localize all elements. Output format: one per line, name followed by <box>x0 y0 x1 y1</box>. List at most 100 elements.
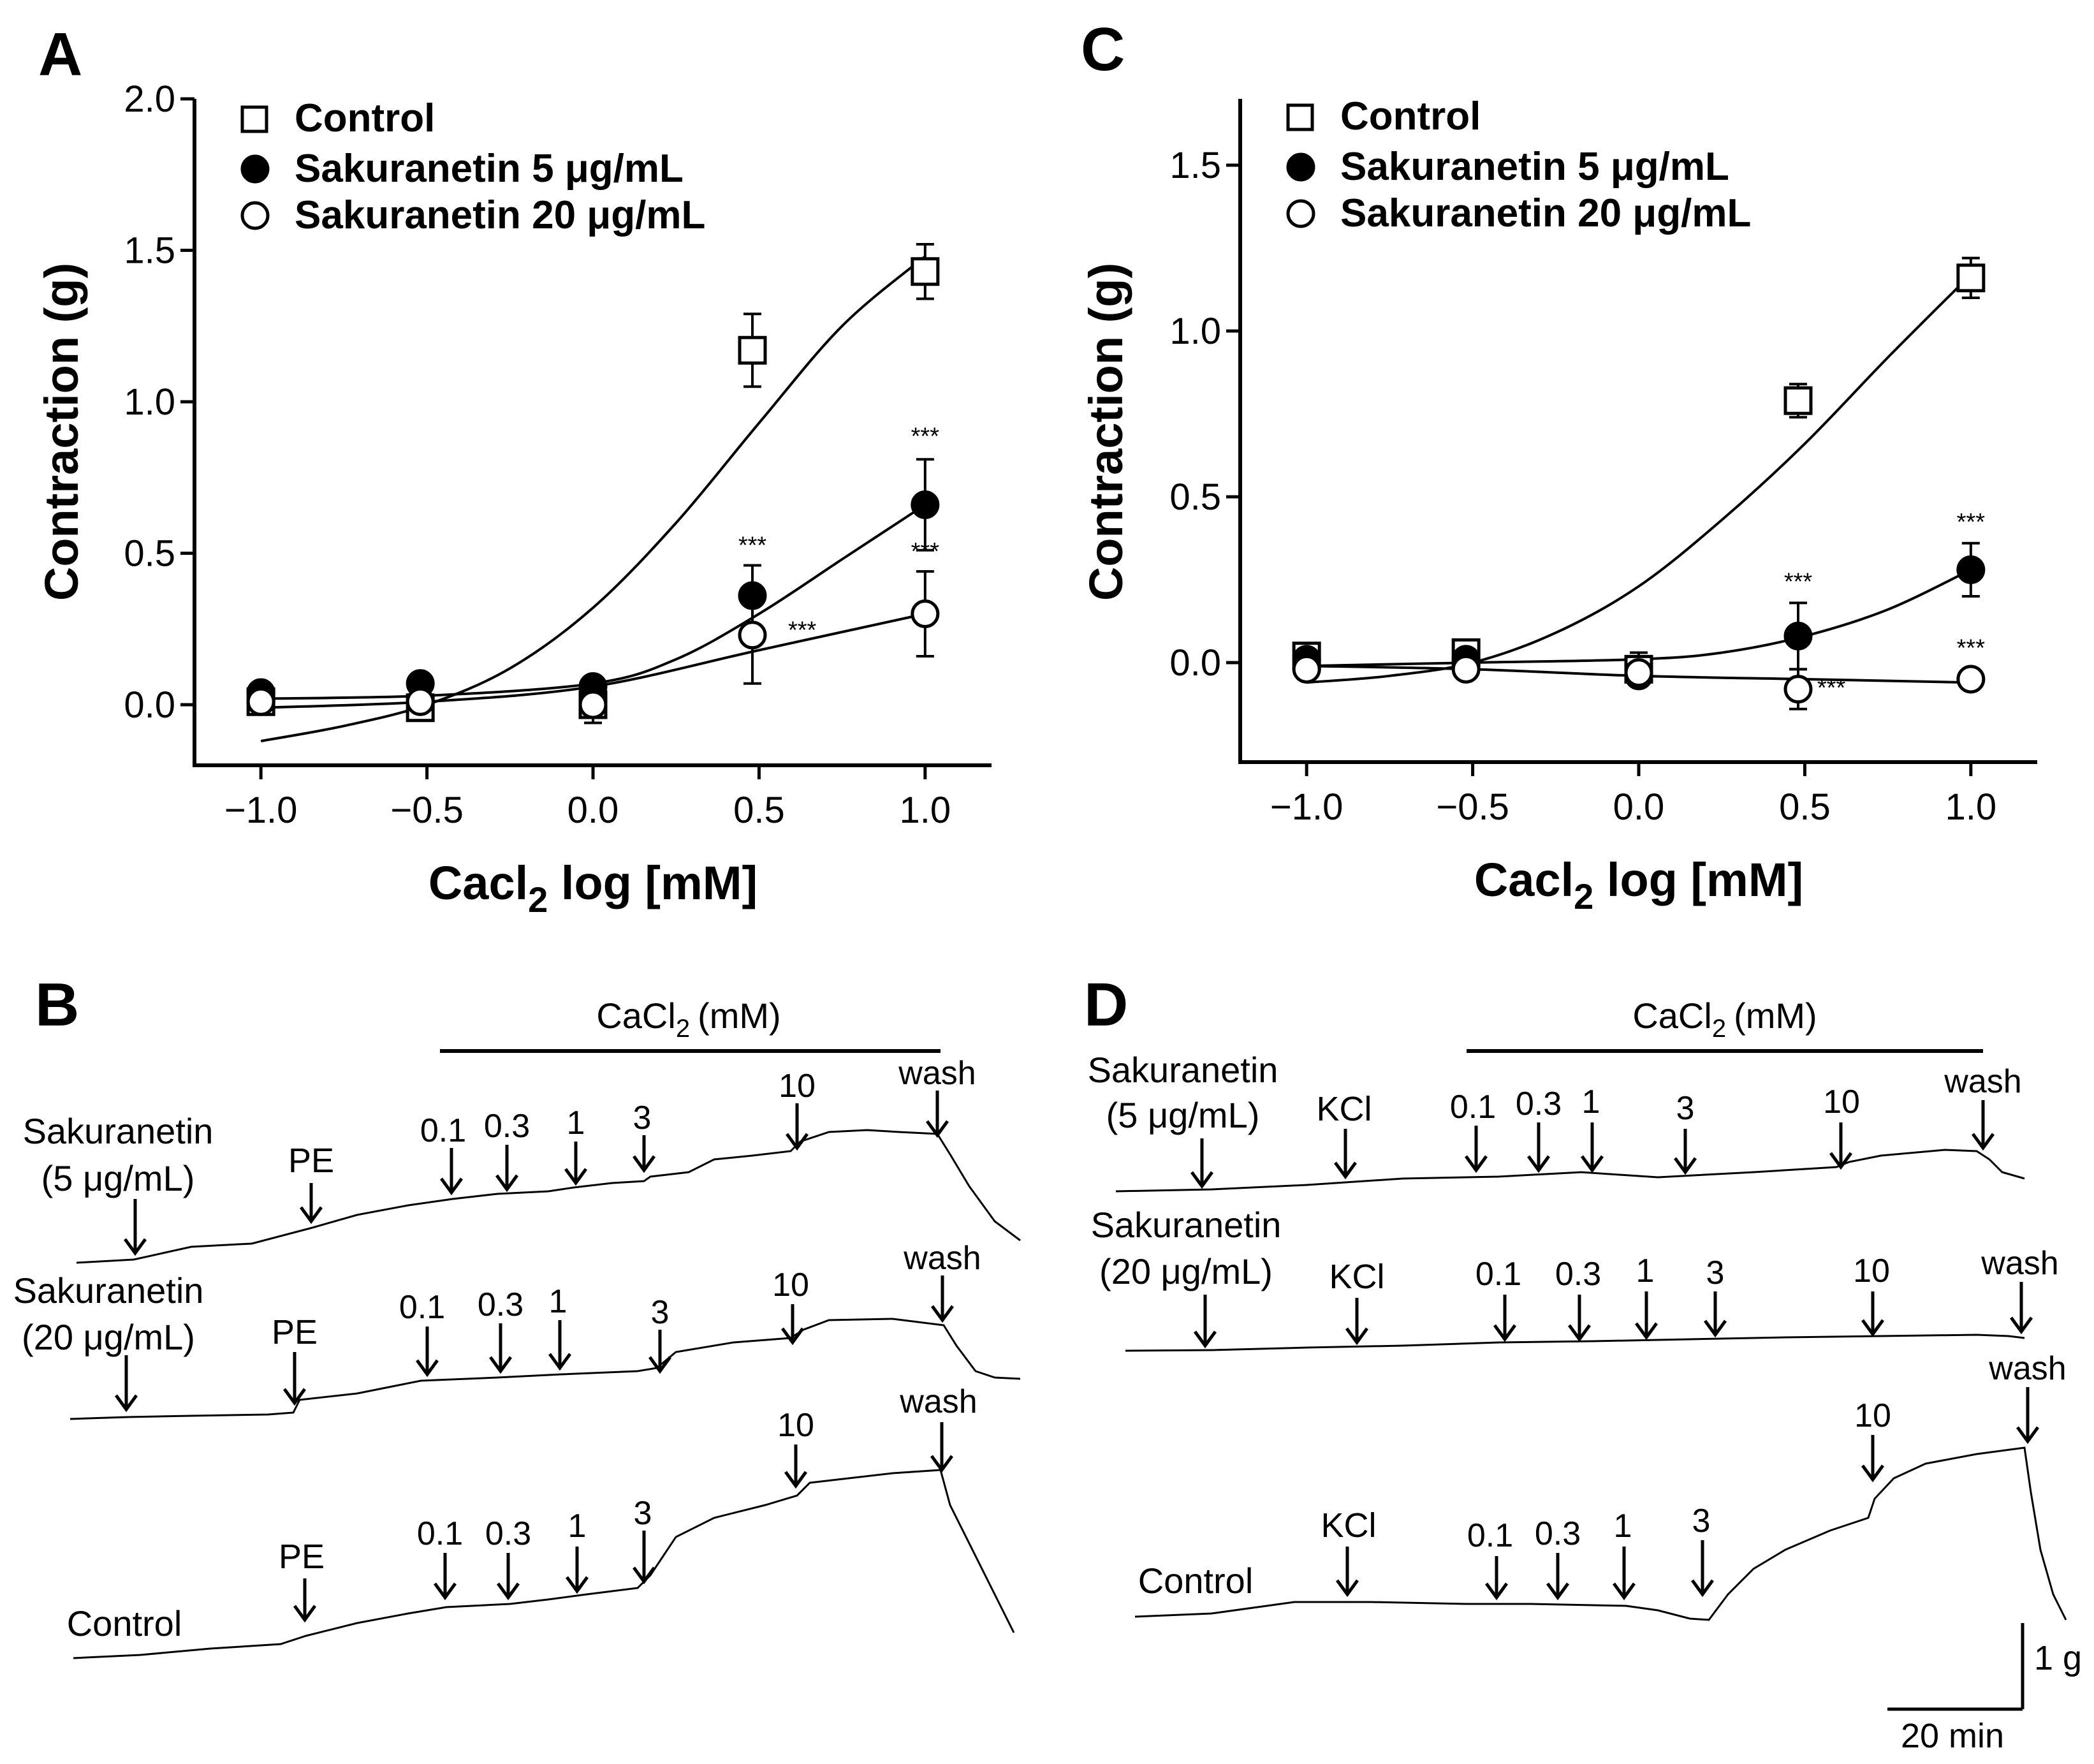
y-tick-label: 0.5 <box>1169 476 1221 518</box>
legend-marker-sak20 <box>240 201 270 230</box>
arrow-head <box>784 1471 808 1489</box>
panel-a: A 0.0 0.5 1.0 1.5 2.0 −1.0 −0.5 0.0 0.5 1.0 Cont… <box>35 20 992 920</box>
y-axis-label-c: Contraction (g) <box>1080 263 1132 601</box>
wash-label-b2: wash <box>903 1240 981 1277</box>
significance-mark: *** <box>1817 675 1846 702</box>
arrow-head <box>1829 1152 1853 1170</box>
wash-label-d2: wash <box>1981 1245 2058 1282</box>
wash-label-d1: wash <box>1944 1063 2021 1100</box>
significance-mark: *** <box>1784 569 1813 596</box>
scale-label-y: 1 g <box>2034 1639 2082 1677</box>
y-ticks-c: 0.0 0.5 1.0 1.5 <box>1169 145 1240 684</box>
dose-label-b2: 1 <box>549 1283 567 1320</box>
point-control <box>1956 263 1986 293</box>
dose-label-b3: 10 <box>777 1407 814 1444</box>
legend-marker-control <box>240 105 268 133</box>
arrow-head <box>925 1120 949 1138</box>
cacl2-label-b: CaCl2 (mM) <box>596 996 780 1043</box>
arrow-head <box>1527 1155 1551 1173</box>
point-sak20 <box>911 599 940 628</box>
significance-mark: *** <box>788 617 817 644</box>
x-axis-label-a: Cacl2 log [mM] <box>428 856 758 920</box>
point-sak20 <box>1956 665 1986 694</box>
panel-label-a: A <box>38 20 82 89</box>
trace-d2-name: Sakuranetin <box>1091 1205 1282 1245</box>
panel-b-traces: B CaCl2 (mM) Sakuranetin (5 μg/mL) PE 0.1… <box>13 971 1021 1659</box>
point-sak20 <box>1292 654 1321 684</box>
legend-label-sak5: Sakuranetin 5 μg/mL <box>295 147 684 191</box>
arrow-head <box>123 1238 147 1256</box>
trace-d1-conc: (5 μg/mL) <box>1106 1095 1260 1135</box>
trace-b1-conc: (5 μg/mL) <box>41 1158 195 1198</box>
arrow-head <box>488 1356 513 1374</box>
arrow-head <box>930 1455 954 1473</box>
point-sak5 <box>1956 555 1986 584</box>
trace-b2-conc: (20 μg/mL) <box>22 1317 195 1357</box>
x-tick-label: 0.0 <box>567 790 619 831</box>
dose-label-d1: 10 <box>1823 1084 1860 1121</box>
arrow-head <box>1333 1161 1358 1180</box>
legend-marker-sak5 <box>1286 152 1315 182</box>
wash-label-b1: wash <box>898 1055 976 1092</box>
arrow-head <box>1612 1582 1636 1601</box>
arrow-head <box>648 1356 672 1374</box>
dose-label-d3: 0.3 <box>1535 1515 1581 1552</box>
arrow-head <box>1673 1157 1697 1175</box>
x-tick-label: 0.5 <box>733 790 785 831</box>
arrows-d <box>1190 1100 2040 1601</box>
arrow-head <box>1703 1319 1727 1338</box>
arrow-head <box>282 1388 307 1406</box>
trace-line-b1 <box>76 1129 1021 1264</box>
x-tick-label: −1.0 <box>1270 786 1344 828</box>
x-tick-label: 0.0 <box>1613 786 1665 828</box>
point-sak20 <box>406 687 435 716</box>
dose-label-b3: 0.3 <box>485 1515 531 1552</box>
panel-label-b: B <box>35 971 79 1039</box>
dose-label-d2: 0.3 <box>1555 1256 1601 1293</box>
arrow-head <box>496 1582 520 1601</box>
point-control <box>1783 386 1813 415</box>
arrow-head <box>1335 1579 1359 1598</box>
legend-label-sak20: Sakuranetin 20 μg/mL <box>1340 191 1751 235</box>
arrow-head <box>1861 1464 1885 1483</box>
trace-line-d2 <box>1125 1334 2025 1352</box>
wash-label-d3: wash <box>1988 1350 2066 1387</box>
legend-c: Control Sakuranetin 5 μg/mL Sakuranetin … <box>1286 94 1751 235</box>
arrow-head <box>1861 1319 1885 1337</box>
arrow-head <box>299 1206 323 1224</box>
dose-label-b1: 3 <box>633 1099 652 1136</box>
fit-curve-series-0 <box>1307 274 1972 684</box>
arrow-head <box>564 1168 588 1186</box>
arrow-head <box>565 1576 589 1594</box>
arrow-head <box>548 1353 572 1371</box>
point-sak20 <box>738 621 767 650</box>
arrow-head <box>495 1174 519 1193</box>
trace-line-d3 <box>1134 1446 2067 1621</box>
scale-label-x: 20 min <box>1901 1717 2004 1755</box>
dose-label-b3: 0.1 <box>417 1515 463 1552</box>
dose-label-d2: 1 <box>1636 1253 1655 1290</box>
fit-curve-series-0 <box>260 255 926 742</box>
dose-label-d1: 0.1 <box>1450 1089 1496 1126</box>
dose-label-d1: 1 <box>1582 1084 1600 1121</box>
y-tick-label: 1.5 <box>1169 145 1221 186</box>
y-tick-label: 0.5 <box>124 533 175 575</box>
trace-d3-name: Control <box>1138 1561 1254 1601</box>
dose-label-d3: 0.1 <box>1467 1517 1513 1554</box>
point-sak20 <box>1783 675 1813 704</box>
arrow-head <box>632 1566 656 1585</box>
fit-curve-series-1 <box>1307 568 1972 668</box>
significance-mark: *** <box>911 423 940 450</box>
arrow-head <box>2016 1426 2040 1444</box>
dose-label-b2: 3 <box>651 1294 670 1331</box>
dose-label-b2: 0.3 <box>478 1286 524 1323</box>
panel-label-d: D <box>1084 971 1128 1039</box>
arrow-head <box>1546 1582 1570 1601</box>
x-tick-label: −0.5 <box>390 790 464 831</box>
drug-label-d3: KCl <box>1321 1506 1376 1545</box>
trace-b2-name: Sakuranetin <box>13 1270 204 1311</box>
y-ticks-a: 0.0 0.5 1.0 1.5 2.0 <box>124 78 194 726</box>
dose-label-b1: 0.1 <box>420 1112 466 1149</box>
x-tick-label: 0.5 <box>1779 786 1831 828</box>
dose-label-b1: 10 <box>779 1068 816 1105</box>
